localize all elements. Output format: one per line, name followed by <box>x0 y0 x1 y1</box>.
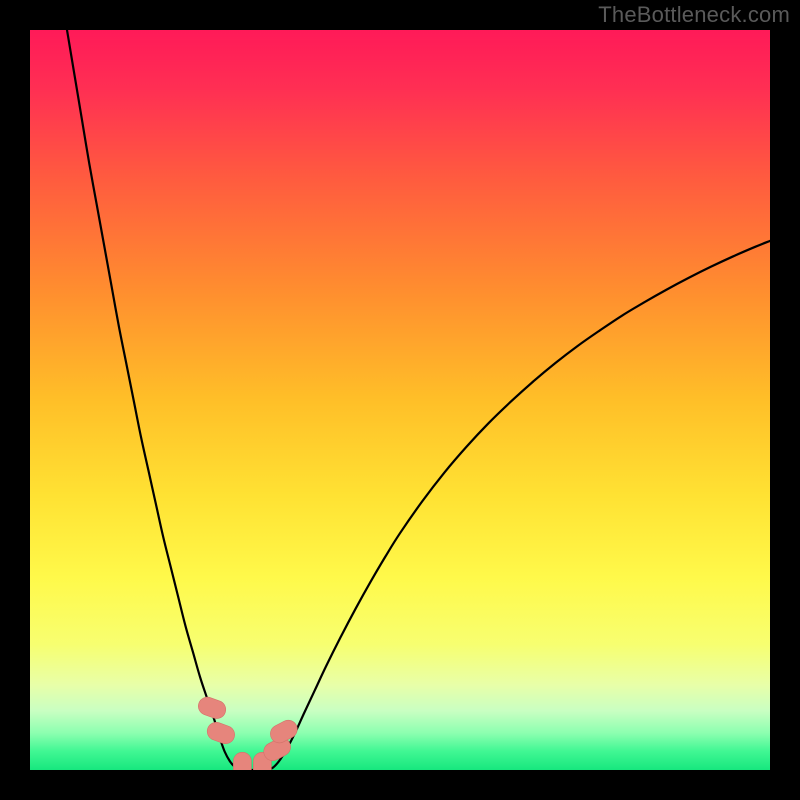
chart-svg <box>30 30 770 770</box>
chart-background <box>30 30 770 770</box>
plot-area <box>30 30 770 770</box>
marker-capsule <box>233 752 251 770</box>
watermark-text: TheBottleneck.com <box>598 2 790 28</box>
figure-root: TheBottleneck.com <box>0 0 800 800</box>
